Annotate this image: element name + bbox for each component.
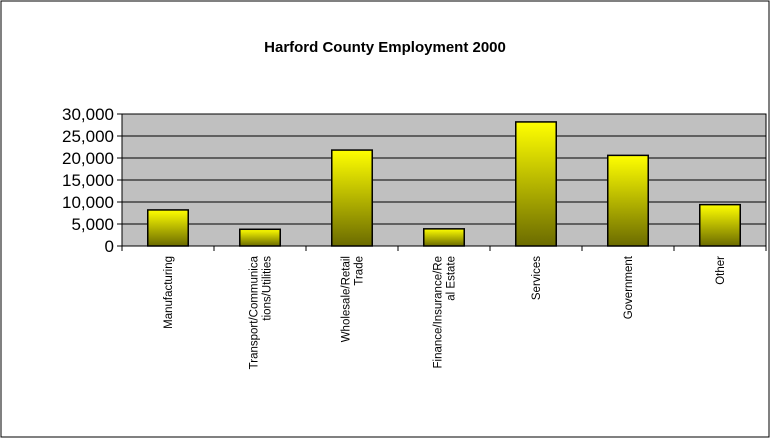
- x-tick-label: tions/Utilities: [262, 256, 274, 321]
- x-tick-label: Transport/Communica: [249, 255, 261, 369]
- x-tick-label: Manufacturing: [163, 256, 175, 329]
- y-tick-label: 20,000: [62, 149, 114, 168]
- bar: [423, 228, 465, 247]
- x-tick-label: Government: [623, 255, 635, 319]
- bar: [515, 121, 557, 247]
- y-tick-label: 30,000: [62, 105, 114, 124]
- x-tick-label: Finance/Insurance/Re: [433, 256, 445, 369]
- x-tick-label: Trade: [354, 256, 366, 286]
- y-tick-label: 0: [105, 237, 114, 256]
- x-tick-labels: Manufacturing Transport/Communica tions/Ut…: [163, 255, 727, 369]
- x-tick-label: Services: [531, 256, 543, 300]
- bar: [699, 203, 741, 247]
- axes: [117, 113, 767, 251]
- bar: [607, 154, 649, 247]
- bar: [331, 149, 373, 247]
- x-tick-label: Other: [715, 256, 727, 285]
- y-tick-labels: 0 5,000 10,000 15,000 20,000 25,000 30,000: [62, 105, 114, 256]
- bar: [239, 228, 281, 247]
- x-tick-label: al Estate: [446, 256, 458, 301]
- bar: [147, 209, 189, 247]
- y-tick-label: 15,000: [62, 171, 114, 190]
- y-tick-label: 25,000: [62, 127, 114, 146]
- y-tick-label: 10,000: [62, 193, 114, 212]
- chart-title: Harford County Employment 2000: [264, 39, 506, 56]
- x-tick-label: Wholesale/Retail: [341, 256, 353, 342]
- bars: [147, 121, 741, 247]
- y-tick-label: 5,000: [71, 215, 114, 234]
